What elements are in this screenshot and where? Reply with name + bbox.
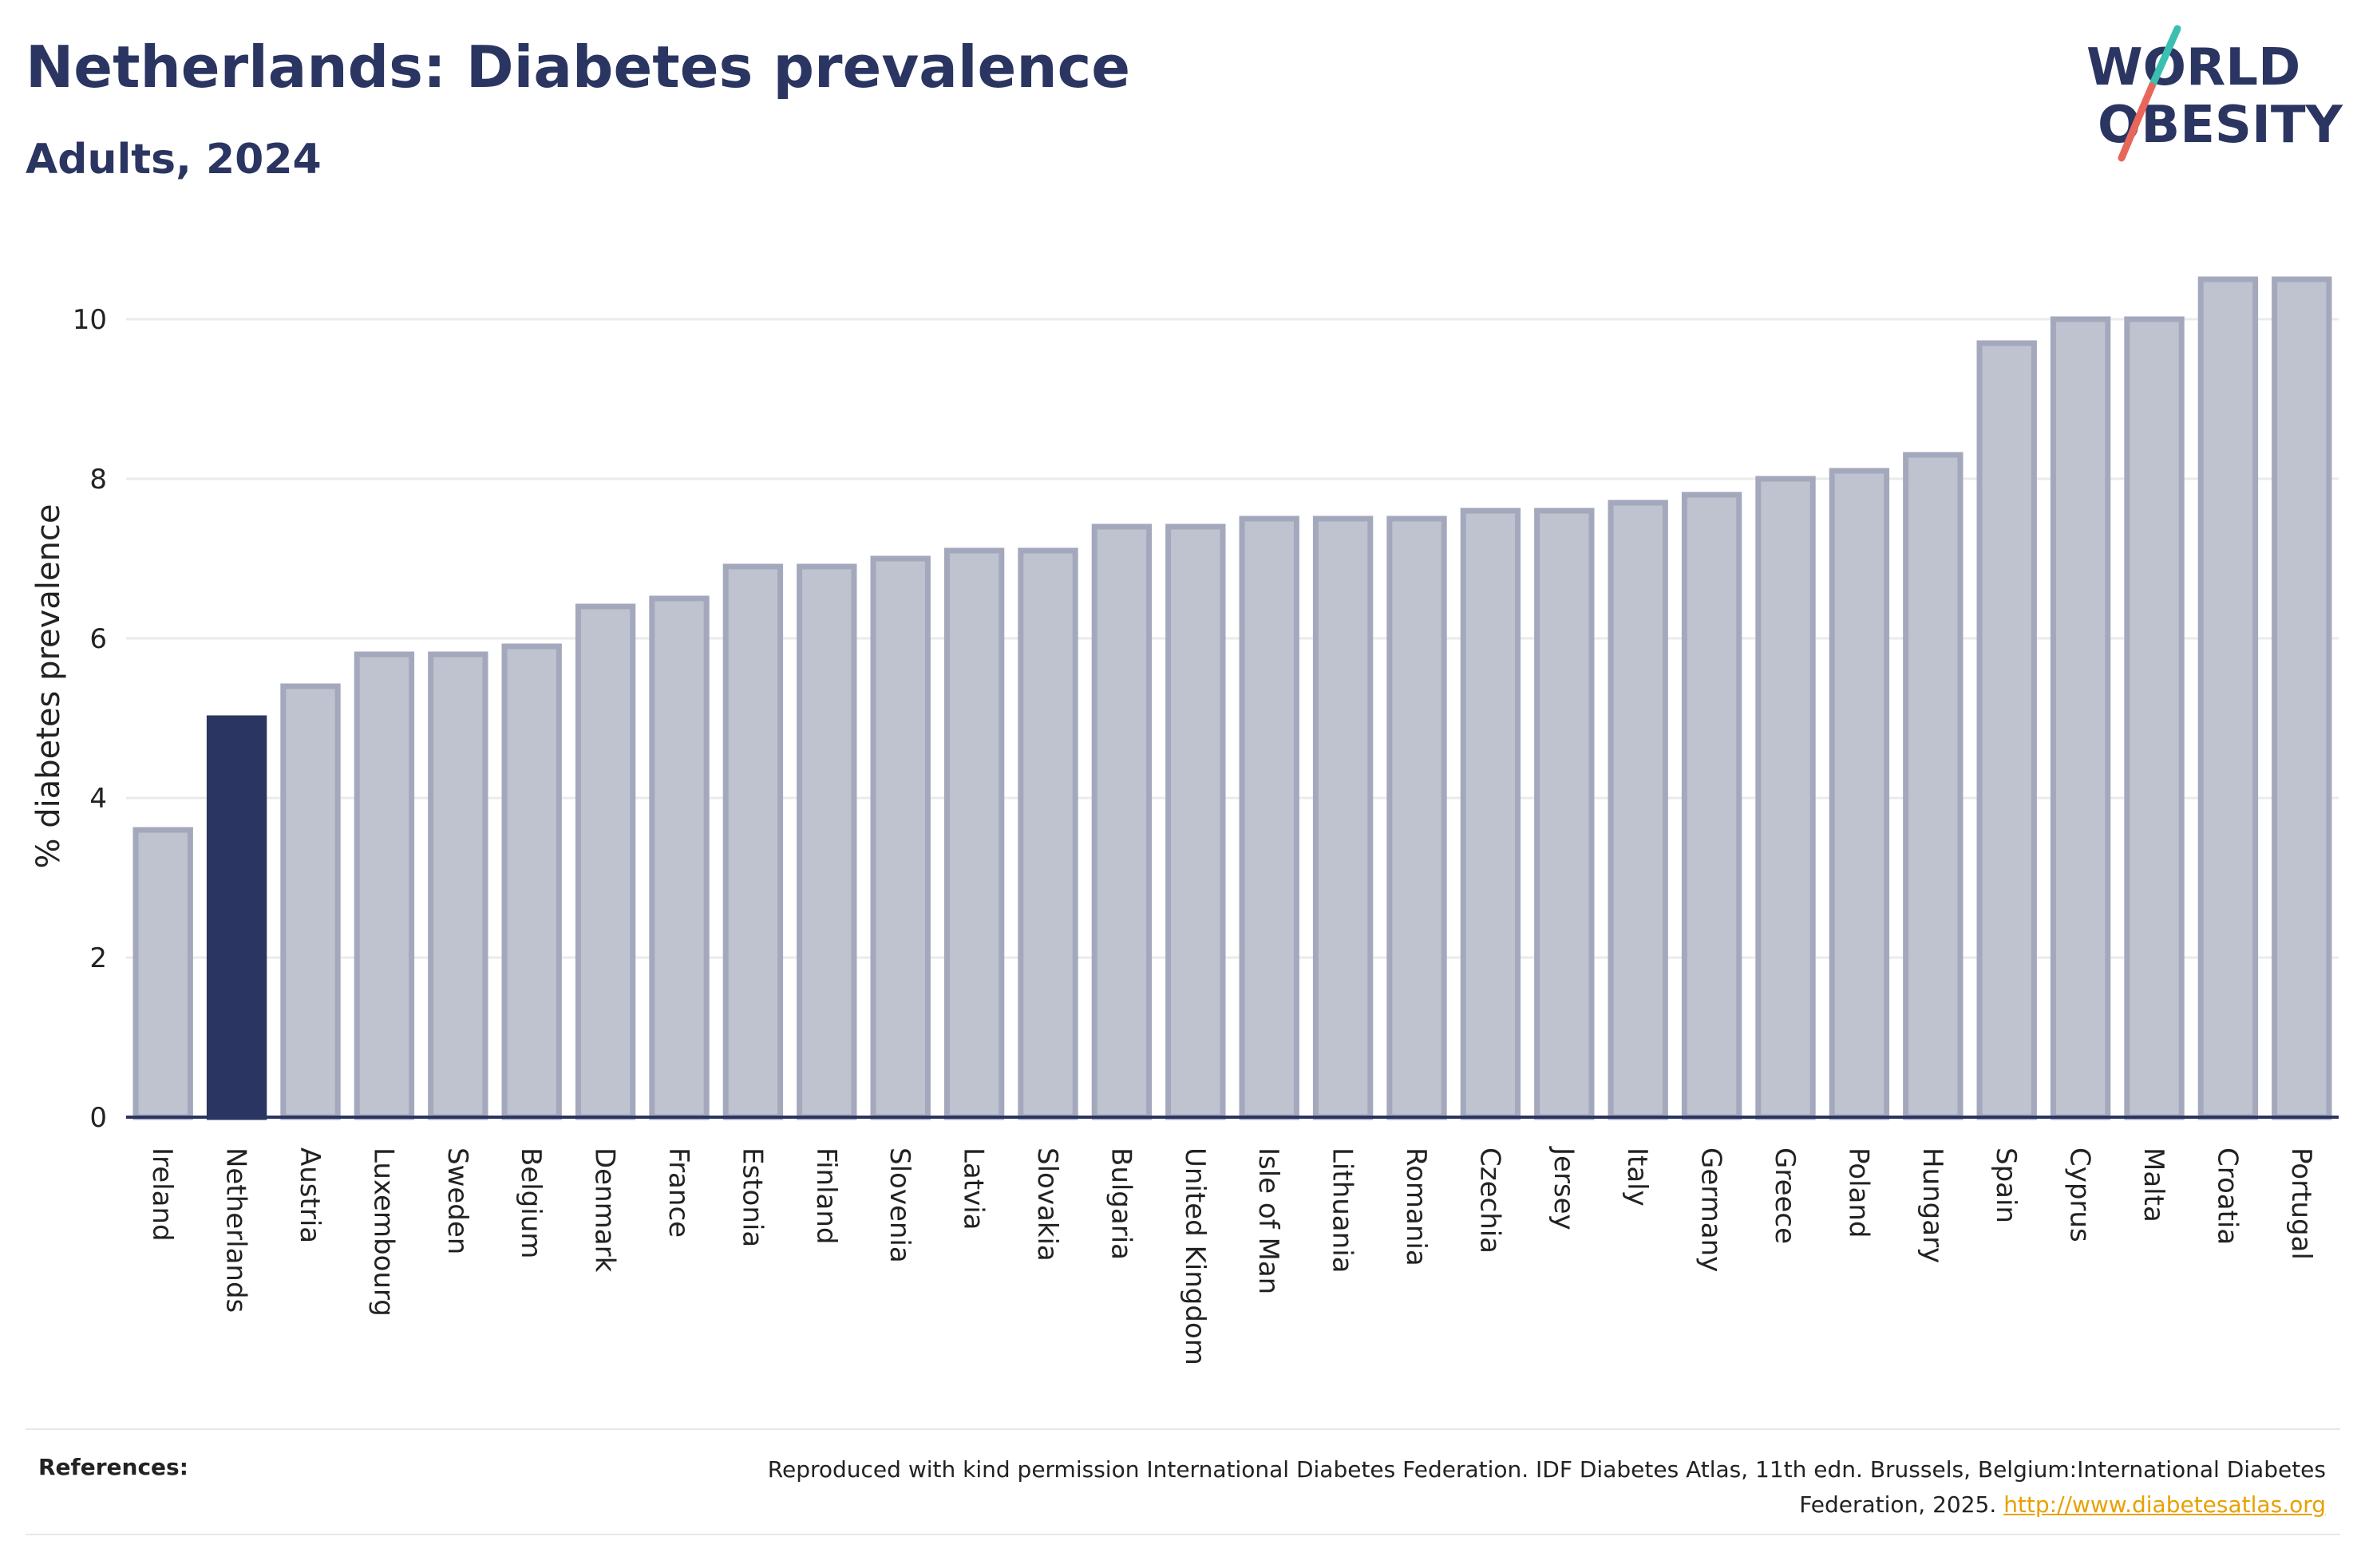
x-tick-label: Luxembourg [367, 1147, 399, 1317]
y-tick-label: 10 [73, 304, 107, 336]
logo-slash-top [2148, 25, 2181, 90]
bar-romania[interactable] [1386, 515, 1447, 1120]
bar-france[interactable] [649, 595, 710, 1120]
bar-spain[interactable] [1976, 340, 2037, 1120]
bar-luxembourg[interactable] [354, 651, 415, 1120]
x-tick-label: Italy [1621, 1147, 1653, 1207]
x-tick-label: Estonia [736, 1147, 768, 1247]
x-tick-label: Greece [1769, 1147, 1801, 1244]
bar-estonia[interactable] [722, 563, 784, 1120]
references-label: References: [38, 1454, 188, 1480]
bar-croatia[interactable] [2197, 276, 2259, 1120]
y-tick-label: 4 [89, 783, 107, 815]
references-link[interactable]: http://www.diabetesatlas.org [2003, 1491, 2326, 1518]
x-tick-label: Portugal [2285, 1147, 2317, 1260]
y-tick-label: 0 [89, 1102, 107, 1134]
bar-netherlands[interactable] [206, 715, 267, 1120]
x-tick-label: Croatia [2211, 1147, 2243, 1245]
bar-slovenia[interactable] [870, 555, 931, 1120]
bar-chart: 0 2 4 6 8 10 Ireland Netherlands Austria Luxembo… [30, 276, 2339, 1365]
y-tick-label: 8 [89, 464, 107, 496]
x-tick-label: Finland [810, 1147, 842, 1245]
x-tick-label: Belgium [515, 1147, 547, 1258]
x-tick-label: Bulgaria [1105, 1147, 1137, 1260]
bar-jersey[interactable] [1534, 508, 1595, 1120]
x-tick-label: Hungary [1916, 1147, 1948, 1263]
x-tick-label: Jersey [1548, 1146, 1580, 1230]
x-tick-label: Sweden [441, 1147, 473, 1254]
x-tick-label: Netherlands [220, 1147, 252, 1313]
bar-denmark[interactable] [575, 603, 636, 1120]
x-tick-label: Denmark [589, 1147, 621, 1273]
bar-isle-of-man[interactable] [1239, 515, 1299, 1120]
x-axis-ticks: Ireland Netherlands Austria Luxembourg Swede… [146, 1146, 2317, 1365]
y-axis-label: % diabetes prevalence [30, 504, 67, 868]
bar-italy[interactable] [1608, 500, 1668, 1120]
x-tick-label: France [662, 1147, 694, 1238]
bar-latvia[interactable] [943, 547, 1005, 1120]
references-text: Reproduced with kind permission Internat… [650, 1452, 2326, 1523]
references-footer: References: Reproduced with kind permiss… [26, 1428, 2340, 1535]
bar-slovakia[interactable] [1018, 547, 1078, 1120]
bar-czechia[interactable] [1460, 508, 1521, 1120]
x-tick-label: Austria [294, 1147, 326, 1243]
x-tick-label: Romania [1400, 1147, 1432, 1266]
bar-sweden[interactable] [428, 651, 488, 1120]
bar-austria[interactable] [280, 683, 341, 1120]
y-tick-label: 2 [89, 942, 107, 974]
bar-portugal[interactable] [2272, 276, 2332, 1120]
world-obesity-logo: WORLD OBESITY [2086, 25, 2343, 162]
logo-line1: WORLD [2086, 38, 2300, 97]
bar-lithuania[interactable] [1312, 515, 1374, 1120]
x-tick-label: Lithuania [1327, 1147, 1358, 1273]
references-citation: Reproduced with kind permission Internat… [767, 1456, 2326, 1518]
bar-greece[interactable] [1755, 476, 1816, 1120]
bar-belgium[interactable] [501, 643, 562, 1120]
page-subtitle: Adults, 2024 [26, 136, 322, 184]
bar-hungary[interactable] [1903, 452, 1964, 1120]
bar-cyprus[interactable] [2050, 316, 2111, 1120]
x-tick-label: Germany [1695, 1147, 1727, 1272]
x-tick-label: Ireland [146, 1147, 178, 1242]
x-tick-label: Slovenia [884, 1147, 916, 1263]
logo-slash-bottom [2118, 82, 2156, 162]
y-axis-ticks: 0 2 4 6 8 10 [73, 304, 107, 1134]
y-tick-label: 6 [89, 623, 107, 655]
page-title: Netherlands: Diabetes prevalence [26, 34, 1131, 101]
bar-ireland[interactable] [132, 827, 193, 1120]
x-tick-label: Slovakia [1031, 1147, 1063, 1262]
x-tick-label: Poland [1842, 1147, 1874, 1238]
x-tick-label: Cyprus [2064, 1147, 2096, 1242]
x-tick-label: Spain [1990, 1147, 2022, 1223]
bar-germany[interactable] [1681, 492, 1742, 1120]
chart-bars [132, 276, 2332, 1120]
x-tick-label: United Kingdom [1179, 1147, 1211, 1365]
bar-finland[interactable] [797, 563, 857, 1120]
bar-malta[interactable] [2124, 316, 2185, 1120]
bar-bulgaria[interactable] [1091, 523, 1153, 1120]
x-tick-label: Czechia [1473, 1147, 1505, 1254]
bar-poland[interactable] [1829, 468, 1890, 1120]
bar-united-kingdom[interactable] [1165, 523, 1226, 1120]
x-tick-label: Latvia [958, 1147, 990, 1230]
x-tick-label: Isle of Man [1252, 1147, 1284, 1294]
x-tick-label: Malta [2138, 1147, 2169, 1222]
